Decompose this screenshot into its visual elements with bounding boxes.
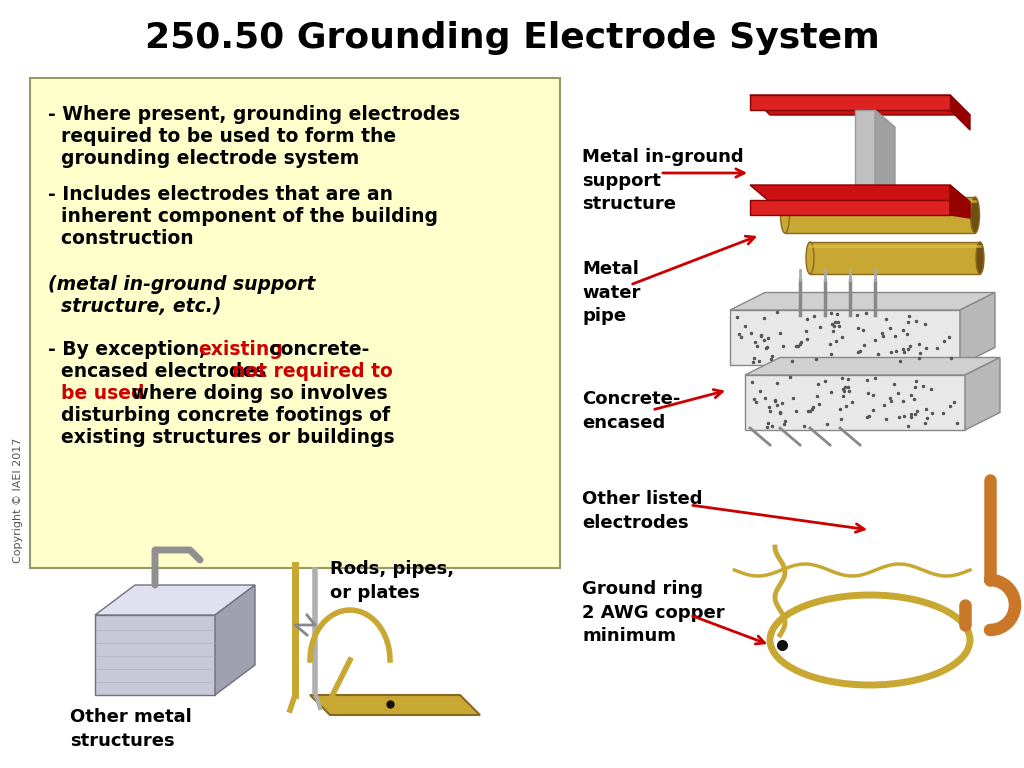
Text: grounding electrode system: grounding electrode system [48,149,359,168]
Text: Other listed
electrodes: Other listed electrodes [582,490,702,531]
Polygon shape [810,242,980,274]
Polygon shape [961,293,995,365]
Ellipse shape [780,197,790,233]
Text: (metal in-ground support: (metal in-ground support [48,275,315,294]
Text: - Includes electrodes that are an: - Includes electrodes that are an [48,185,393,204]
Text: existing structures or buildings: existing structures or buildings [48,428,394,447]
Text: Copyright © IAEI 2017: Copyright © IAEI 2017 [13,437,23,563]
FancyBboxPatch shape [30,78,560,568]
Polygon shape [750,185,970,202]
Polygon shape [750,95,970,115]
Polygon shape [855,110,874,185]
Polygon shape [95,615,215,695]
Polygon shape [950,185,970,218]
Text: Metal
water
pipe: Metal water pipe [582,260,640,325]
Text: inherent component of the building: inherent component of the building [48,207,438,226]
Polygon shape [965,357,1000,430]
Text: structure, etc.): structure, etc.) [48,297,221,316]
Text: Metal in-ground
support
structure: Metal in-ground support structure [582,148,743,214]
Text: where doing so involves: where doing so involves [125,384,388,403]
Polygon shape [745,357,1000,375]
Text: 250.50 Grounding Electrode System: 250.50 Grounding Electrode System [144,21,880,55]
Polygon shape [730,310,961,365]
Text: concrete-: concrete- [263,340,370,359]
Ellipse shape [806,242,814,274]
Polygon shape [785,197,975,233]
Text: disturbing concrete footings of: disturbing concrete footings of [48,406,390,425]
Text: existing: existing [198,340,283,359]
Polygon shape [95,585,255,615]
Text: encased electrodes: encased electrodes [48,362,272,381]
Polygon shape [950,95,970,130]
Ellipse shape [971,197,980,233]
Text: required to be used to form the: required to be used to form the [48,127,396,146]
Text: Other metal
structures: Other metal structures [70,708,191,750]
Text: not required to: not required to [232,362,393,381]
Polygon shape [745,375,965,430]
Text: be used: be used [48,384,144,403]
Polygon shape [750,95,950,110]
Polygon shape [874,110,895,202]
Polygon shape [215,585,255,695]
Text: - Where present, grounding electrodes: - Where present, grounding electrodes [48,105,460,124]
Text: - By exception,: - By exception, [48,340,213,359]
Polygon shape [310,695,480,715]
Text: Rods, pipes,
or plates: Rods, pipes, or plates [330,560,454,601]
Text: Ground ring
2 AWG copper
minimum: Ground ring 2 AWG copper minimum [582,580,725,645]
Text: Concrete-
encased: Concrete- encased [582,390,680,432]
Polygon shape [750,200,950,215]
Ellipse shape [976,242,984,274]
Text: construction: construction [48,229,200,248]
Polygon shape [730,293,995,310]
